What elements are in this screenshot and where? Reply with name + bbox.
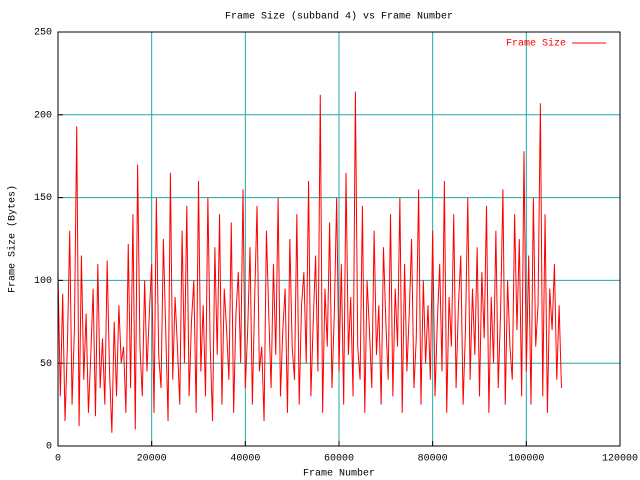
x-tick-label: 0	[55, 454, 61, 465]
y-tick-label: 50	[40, 359, 52, 370]
x-axis-label: Frame Number	[303, 468, 375, 480]
x-tick-label: 120000	[602, 454, 638, 465]
legend-label: Frame Size	[506, 38, 566, 50]
y-tick-label: 0	[46, 442, 52, 453]
x-tick-label: 100000	[508, 454, 544, 465]
x-tick-label: 40000	[230, 454, 260, 465]
plot-frame	[57, 31, 621, 447]
x-tick-label: 60000	[324, 454, 354, 465]
y-tick-label: 250	[34, 28, 52, 39]
y-tick-label: 150	[34, 193, 52, 204]
y-axis-label: Frame Size (Bytes)	[7, 185, 19, 293]
x-tick-label: 20000	[137, 454, 167, 465]
y-tick-label: 100	[34, 276, 52, 287]
data-line	[57, 91, 562, 433]
chart-title: Frame Size (subband 4) vs Frame Number	[225, 11, 453, 23]
x-tick-label: 80000	[418, 454, 448, 465]
y-tick-label: 200	[34, 110, 52, 121]
